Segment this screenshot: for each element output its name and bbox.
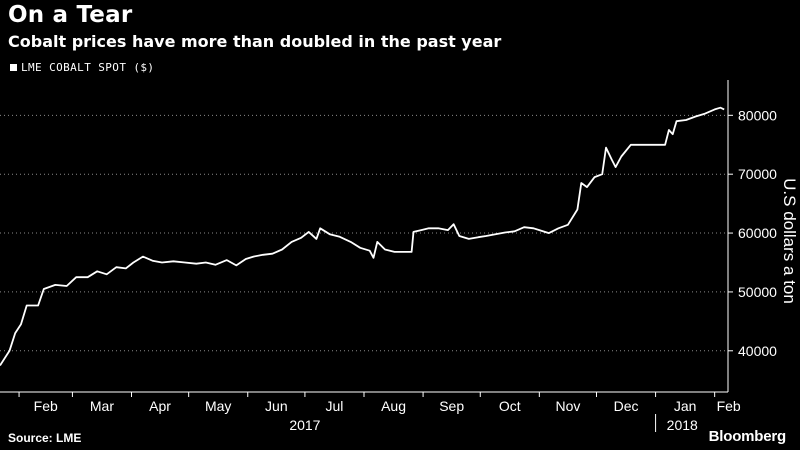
x-tick-label: Feb [34,398,58,414]
source-note: Source: LME [8,431,82,445]
chart-title: On a Tear [8,2,133,28]
legend-swatch [10,64,17,71]
x-tick-label: Jun [265,398,288,414]
y-tick-label: 70000 [738,166,777,182]
x-tick-label: Nov [555,398,580,414]
x-tick-label: Oct [499,398,521,414]
y-tick-label: 40000 [738,343,777,359]
x-tick-label: May [205,398,231,414]
y-tick-label: 60000 [738,225,777,241]
x-tick-label: Dec [614,398,639,414]
series-line-lme-cobalt-spot [0,106,725,366]
year-label: 2017 [289,417,320,433]
chart-subtitle: Cobalt prices have more than doubled in … [8,32,502,51]
bloomberg-logo: Bloomberg [708,428,787,445]
x-tick-label: Jul [326,398,344,414]
x-tick-label: Sep [439,398,464,414]
y-tick-label: 80000 [738,107,777,123]
year-label: 2018 [667,417,698,433]
legend-label: LME COBALT SPOT ($) [21,61,155,74]
y-axis-title: U.S dollars a ton [780,178,799,304]
legend: LME COBALT SPOT ($) [10,61,154,74]
x-tick-label: Aug [381,398,406,414]
x-tick-label: Apr [149,398,171,414]
x-tick-label: Mar [90,398,114,414]
x-tick-label: Feb [717,398,741,414]
y-tick-label: 50000 [738,284,777,300]
x-tick-label: Jan [674,398,697,414]
